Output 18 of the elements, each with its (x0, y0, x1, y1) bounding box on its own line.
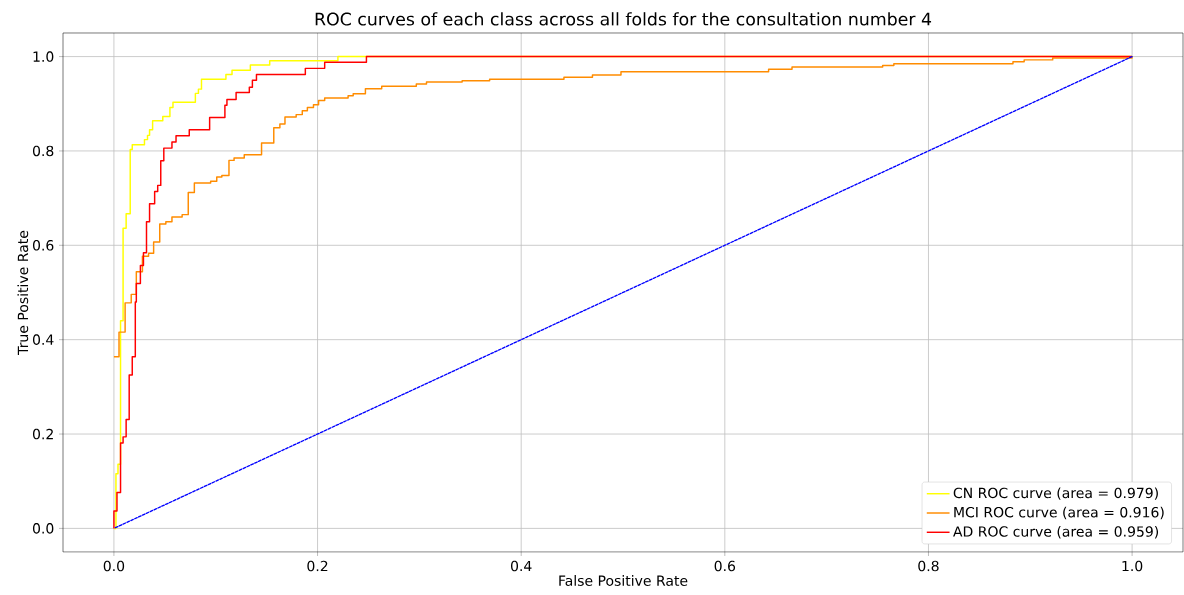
y-tick-label: 0.4 (32, 334, 54, 345)
legend-label: MCI ROC curve (area = 0.916) (954, 506, 1164, 520)
x-tick-label: 1.0 (1122, 560, 1143, 572)
y-tick-label: 0.8 (32, 145, 54, 157)
y-tick-label: 0.6 (32, 240, 54, 251)
y-tick-label: 1.0 (33, 51, 54, 62)
x-tick-label: 0.6 (714, 560, 736, 572)
y-tick-label: 0.0 (32, 523, 54, 534)
y-axis-title: True Positive Rate (17, 230, 29, 355)
chart-title: ROC curves of each class across all folds for the consultation number 4 (315, 12, 932, 26)
x-tick-label: 0.2 (307, 560, 328, 572)
y-tick-label: 0.2 (32, 428, 53, 440)
x-tick-label: 0.8 (918, 560, 939, 572)
legend-label: CN ROC curve (area = 0.979) (953, 487, 1158, 500)
legend-label: AD ROC curve (area = 0.959) (953, 525, 1159, 539)
x-axis-title: False Positive Rate (559, 575, 688, 586)
x-tick-label: 0.4 (510, 560, 532, 572)
x-tick-label: 0.0 (103, 560, 125, 572)
